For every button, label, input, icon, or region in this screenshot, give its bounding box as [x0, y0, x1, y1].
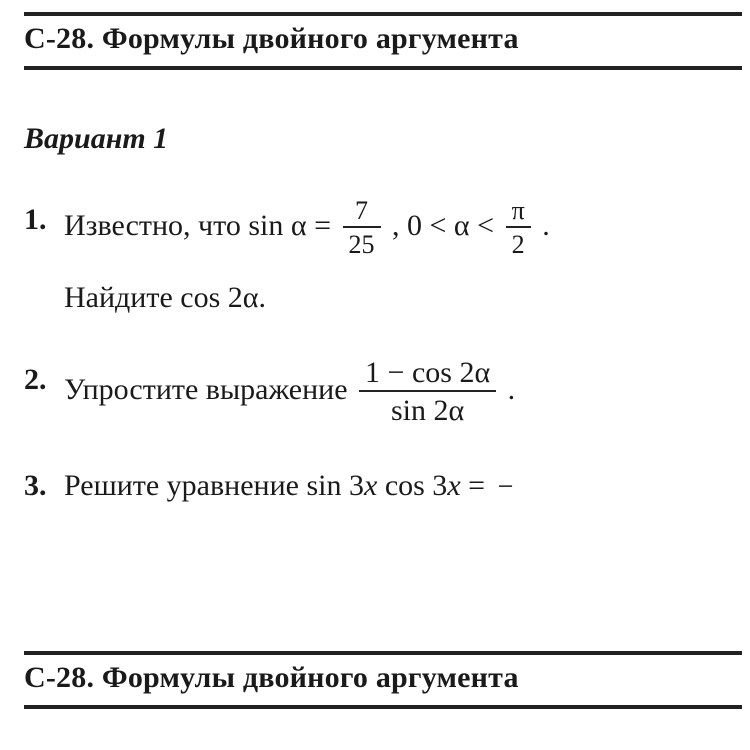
spacer: [24, 0, 742, 12]
text-run: .: [542, 209, 550, 242]
text-run: , 0 < α <: [392, 209, 502, 242]
problem-body: Известно, что sin α = 7 25 , 0 < α < π 2…: [64, 198, 742, 320]
fraction-den: 25: [343, 228, 381, 258]
problem-3: 3. Решите уравнение sin 3x cos 3x = −: [24, 456, 742, 541]
fraction-num: 1 − cos 2α: [359, 358, 496, 392]
bottom-rule-lower: [24, 705, 742, 709]
truncated-glyph: −: [499, 465, 514, 509]
problem-line-1: Известно, что sin α = 7 25 , 0 < α < π 2…: [64, 198, 742, 258]
section-heading: С-28. Формулы двойного аргумента: [24, 16, 742, 66]
fraction-pi-2: π 2: [506, 198, 531, 258]
section-title-text: Формулы двойного аргумента: [102, 22, 519, 55]
text-run: =: [461, 469, 493, 502]
text-run: Решите уравнение sin 3: [64, 469, 364, 502]
problem-body: Упростите выражение 1 − cos 2α sin 2α .: [64, 358, 742, 426]
text-run: cos 3: [377, 469, 447, 502]
problem-number: 1.: [24, 198, 64, 242]
fraction-num: π: [506, 198, 531, 228]
math-var-x: x: [447, 469, 460, 502]
text-run: Упростите выражение: [64, 372, 355, 405]
problem-line-2: Найдите cos 2α.: [64, 258, 742, 320]
footer-code: С-28.: [24, 661, 94, 694]
variant-label: Вариант 1: [24, 70, 742, 190]
section-code: С-28.: [24, 22, 94, 55]
math-var-x: x: [364, 469, 377, 502]
problem-1: 1. Известно, что sin α = 7 25 , 0 < α < …: [24, 190, 742, 350]
problem-number: 3.: [24, 464, 64, 508]
footer-title-text: Формулы двойного аргумента: [102, 661, 519, 694]
problem-body: Решите уравнение sin 3x cos 3x = −: [64, 464, 742, 511]
fraction-den: 2: [506, 228, 531, 258]
fraction-7-25: 7 25: [343, 198, 381, 258]
text-run: .: [508, 372, 516, 405]
truncated-fraction: −: [499, 465, 527, 511]
footer-block: С-28. Формулы двойного аргумента: [24, 541, 742, 709]
page: С-28. Формулы двойного аргумента Вариант…: [0, 0, 750, 709]
text-run: Известно, что sin α =: [64, 209, 339, 242]
fraction-den: sin 2α: [359, 392, 496, 426]
footer-heading: С-28. Формулы двойного аргумента: [24, 655, 742, 705]
problem-number: 2.: [24, 358, 64, 402]
fraction-num: 7: [343, 198, 381, 228]
fraction-expr: 1 − cos 2α sin 2α: [359, 358, 496, 426]
problem-2: 2. Упростите выражение 1 − cos 2α sin 2α…: [24, 350, 742, 456]
